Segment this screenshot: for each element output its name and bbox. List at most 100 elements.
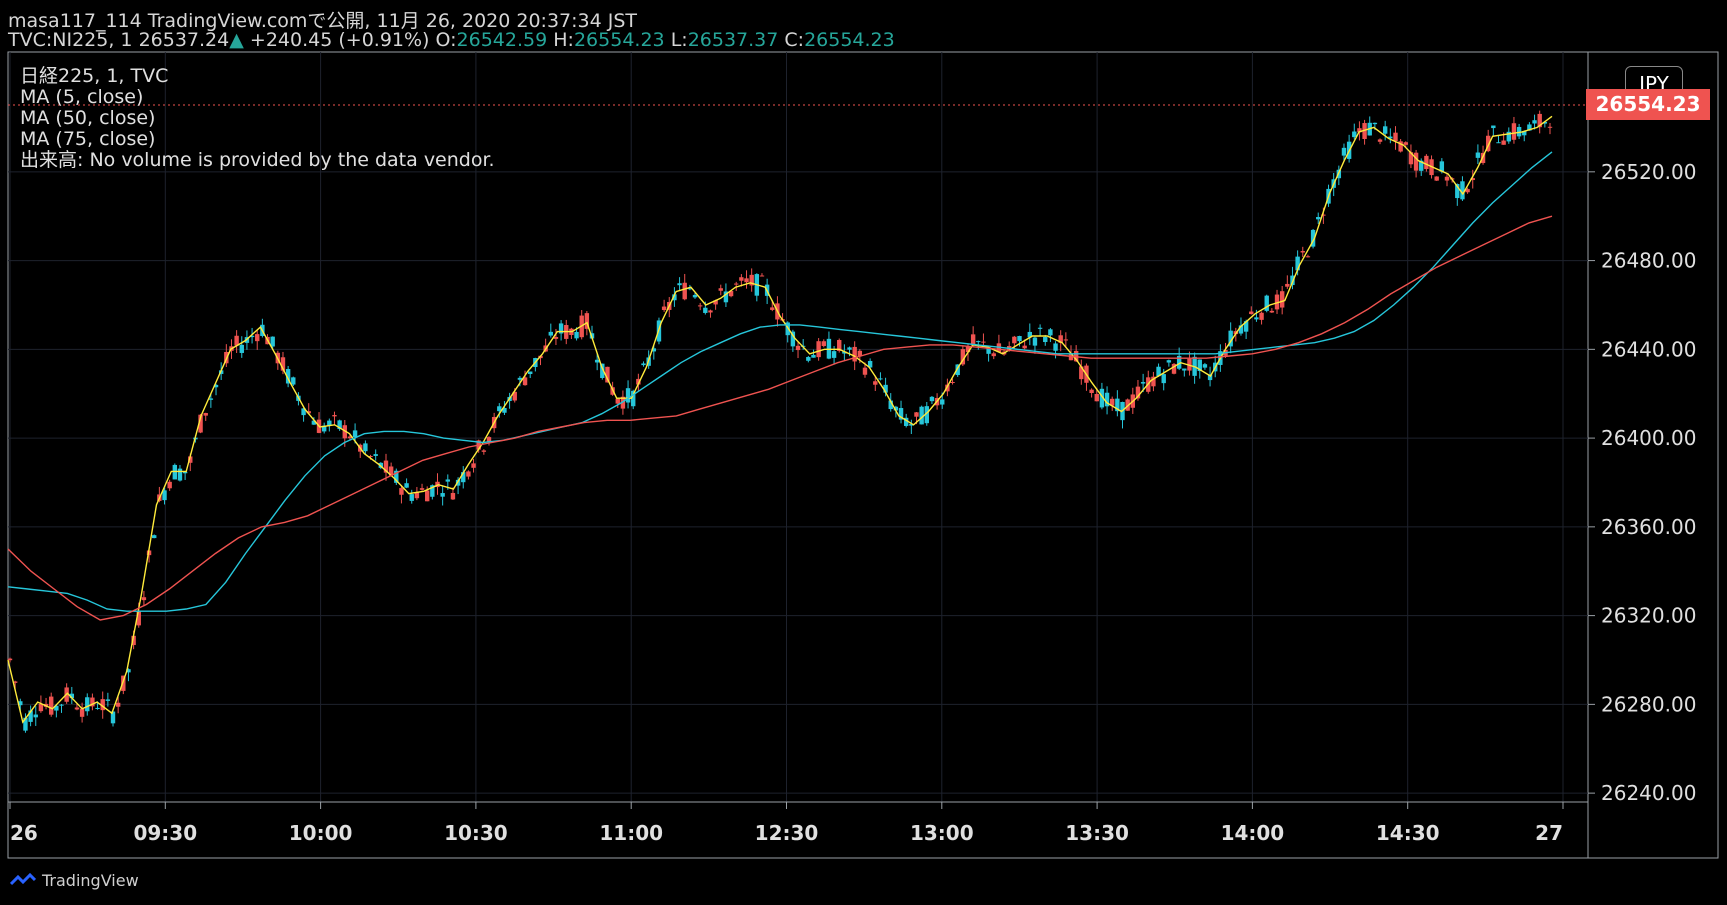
candle-body [873, 381, 878, 385]
candle-body [105, 699, 111, 701]
moving-averages [7, 115, 1553, 724]
candle-body [770, 307, 775, 310]
candle-body [167, 481, 172, 489]
candle-body [332, 415, 337, 417]
candle-body [1171, 363, 1177, 374]
candle-body [1079, 366, 1084, 380]
candle-body [79, 708, 85, 717]
c-label: C: [784, 29, 805, 51]
candle-body [970, 334, 976, 346]
candle-body [69, 693, 75, 699]
candle-body [1022, 345, 1027, 349]
footer-brand[interactable]: TradingView [42, 871, 139, 890]
candle-body [1063, 339, 1069, 341]
candle-body [347, 436, 353, 439]
y-tick-label: 26240.00 [1601, 781, 1696, 805]
candle-body [940, 399, 945, 405]
candle-body [862, 367, 868, 375]
candle-body [311, 420, 317, 425]
candle-body [1470, 178, 1475, 181]
legend: 日経225, 1, TVC MA (5, close) MA (50, clos… [20, 66, 495, 171]
y-tick-label: 26440.00 [1601, 337, 1696, 361]
candle-body [605, 366, 610, 383]
candle-body [7, 658, 13, 661]
candle-body [1269, 310, 1275, 313]
candle-body [919, 406, 924, 425]
candle-body [368, 455, 373, 457]
candle-body [1135, 386, 1141, 399]
candle-body [1408, 152, 1414, 165]
candle-body [1202, 364, 1208, 368]
candle-body [1341, 147, 1347, 156]
legend-ma50[interactable]: MA (50, close) [20, 107, 156, 129]
candle-body [759, 275, 765, 277]
candle-body [620, 396, 626, 409]
candle-body [986, 347, 991, 354]
footer: TradingView [10, 871, 139, 890]
candle-body [661, 306, 667, 311]
candle-body [703, 307, 708, 313]
candle-body [512, 391, 517, 401]
candle-body [1017, 336, 1022, 342]
legend-title[interactable]: 日経225, 1, TVC [20, 65, 169, 87]
candle-body [1259, 312, 1264, 320]
x-tick-label: 14:30 [1376, 821, 1440, 845]
candle-body [1305, 256, 1311, 258]
tradingview-logo-icon [10, 872, 36, 885]
candle-body [1475, 152, 1481, 158]
x-axis: 26 09:30 10:00 10:30 11:00 12:30 13:00 13:30 14:… [8, 801, 1588, 845]
candle-body [1249, 311, 1254, 315]
candle-body [198, 414, 203, 433]
candle-body [1511, 123, 1517, 140]
candle-body [213, 384, 219, 388]
candle-body [1522, 130, 1527, 136]
candle-body [1176, 355, 1182, 369]
candle-body [1321, 214, 1326, 216]
candle-body [1295, 256, 1300, 271]
candle-body [1228, 330, 1233, 347]
candle-body [1444, 176, 1450, 181]
o-label: O: [435, 29, 457, 51]
candle-body [461, 472, 466, 483]
candle-body [584, 313, 590, 329]
x-tick-label: 09:30 [133, 821, 197, 845]
candle-body [909, 423, 914, 426]
candle-body [74, 707, 80, 710]
candle-body [481, 450, 487, 452]
h-label: H: [553, 29, 574, 51]
candle-body [991, 353, 996, 357]
symbol: TVC:NI225, 1 [8, 29, 133, 51]
candle-body [337, 420, 342, 430]
symbol-ohlc-line: TVC:NI225, 1 26537.24▲ +240.45 (+0.91%) … [8, 29, 895, 51]
candle-body [929, 396, 935, 402]
candle-body [394, 470, 399, 483]
candle-body [352, 430, 358, 438]
candle-body [914, 412, 919, 417]
candle-body [455, 479, 461, 486]
y-tick-label: 26400.00 [1601, 426, 1696, 450]
candle-body [1455, 184, 1460, 199]
y-tick-label: 26520.00 [1601, 160, 1696, 184]
candle-body [1110, 398, 1115, 406]
candle-body [1151, 376, 1156, 387]
candle-body [23, 717, 28, 731]
legend-ma5[interactable]: MA (5, close) [20, 86, 144, 108]
candle-body [327, 420, 332, 426]
candle-body [1207, 374, 1213, 381]
price-scale-frame [1587, 51, 1719, 859]
candle-body [115, 702, 121, 707]
candle-body [249, 335, 255, 338]
candle-body [713, 300, 718, 305]
x-tick-label: 27 [1535, 821, 1563, 845]
candle-body [1506, 131, 1511, 142]
candle-body [878, 378, 883, 380]
legend-ma75[interactable]: MA (75, close) [20, 128, 156, 150]
candle-body [321, 425, 327, 432]
candle-body [466, 471, 471, 477]
candle-body [1048, 329, 1053, 336]
candle-body [1089, 389, 1094, 394]
candle-body [641, 363, 646, 366]
candle-body [806, 357, 811, 361]
candle-body [1434, 176, 1439, 181]
